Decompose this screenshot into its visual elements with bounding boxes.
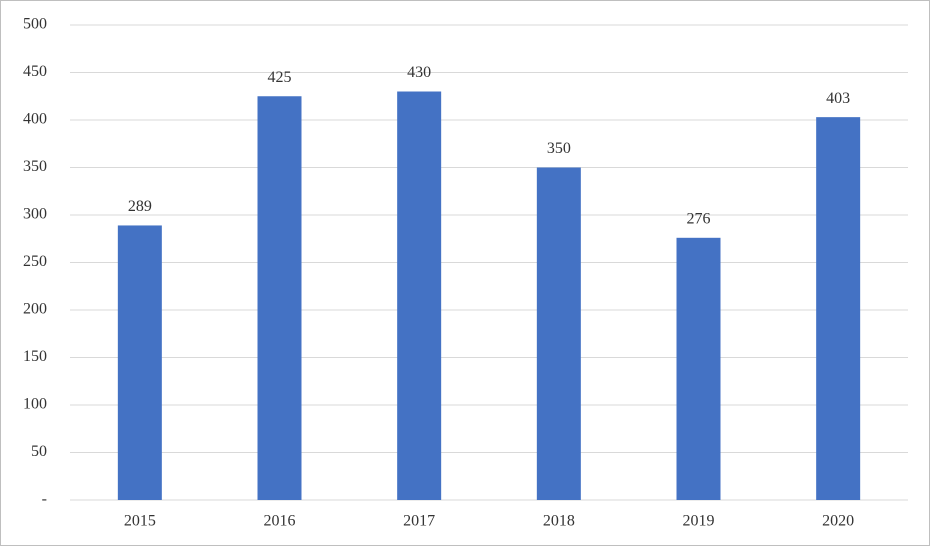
y-tick-label: 450 [23, 63, 47, 80]
y-tick-label: 50 [31, 443, 47, 460]
bar [816, 117, 861, 501]
y-tick-label: 500 [23, 16, 47, 33]
bar [536, 167, 581, 500]
data-label: 430 [407, 64, 431, 81]
data-label: 425 [268, 69, 292, 86]
y-tick-label: 150 [23, 348, 47, 365]
data-label: 403 [826, 90, 850, 107]
x-tick-label: 2019 [683, 513, 715, 530]
y-tick-label: 300 [23, 206, 47, 223]
x-tick-label: 2017 [403, 513, 435, 530]
bar [397, 91, 442, 500]
y-tick-label: 200 [23, 301, 47, 318]
data-label: 276 [687, 210, 711, 227]
x-tick-label: 2016 [264, 513, 296, 530]
y-tick-label: 350 [23, 158, 47, 175]
x-tick-label: 2015 [124, 513, 156, 530]
y-tick-label: 100 [23, 396, 47, 413]
bar [257, 96, 302, 500]
y-tick-label: 250 [23, 253, 47, 270]
data-label: 350 [547, 140, 571, 157]
x-tick-label: 2018 [543, 513, 575, 530]
bar [676, 237, 721, 501]
y-tick-label: 400 [23, 111, 47, 128]
data-label: 289 [128, 198, 152, 215]
y-tick-label: - [42, 491, 47, 508]
bar [117, 225, 162, 500]
x-tick-label: 2020 [822, 513, 854, 530]
